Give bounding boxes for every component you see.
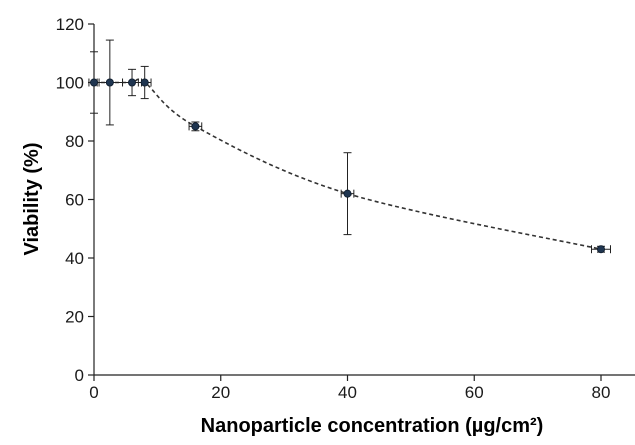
data-point <box>343 189 352 198</box>
y-tick-label: 80 <box>65 132 84 151</box>
x-axis-title: Nanoparticle concentration (µg/cm²) <box>201 415 544 437</box>
fit-curve <box>94 78 602 251</box>
x-tick-label: 20 <box>211 383 230 402</box>
data-point <box>90 78 99 87</box>
error-bars <box>88 39 612 254</box>
x-tick-label: 0 <box>89 383 98 402</box>
y-tick-label: 20 <box>65 308 84 327</box>
axes <box>88 23 635 381</box>
y-axis-title: Viability (%) <box>21 143 43 256</box>
fit-line <box>94 78 602 251</box>
y-tick-label: 60 <box>65 191 84 210</box>
data-point <box>105 78 114 87</box>
y-tick-label: 40 <box>65 249 84 268</box>
y-tick-label: 100 <box>56 74 84 93</box>
x-tick-label: 60 <box>465 383 484 402</box>
data-point <box>128 78 137 87</box>
tick-labels: 0 20 40 60 80 100 120 0 20 40 60 80 <box>56 15 611 402</box>
data-point <box>191 122 200 131</box>
data-point <box>140 78 149 87</box>
x-tick-label: 80 <box>592 383 611 402</box>
x-tick-label: 40 <box>338 383 357 402</box>
data-points <box>90 78 606 254</box>
y-tick-label: 0 <box>75 366 84 385</box>
y-tick-label: 120 <box>56 15 84 34</box>
data-point <box>597 245 606 254</box>
